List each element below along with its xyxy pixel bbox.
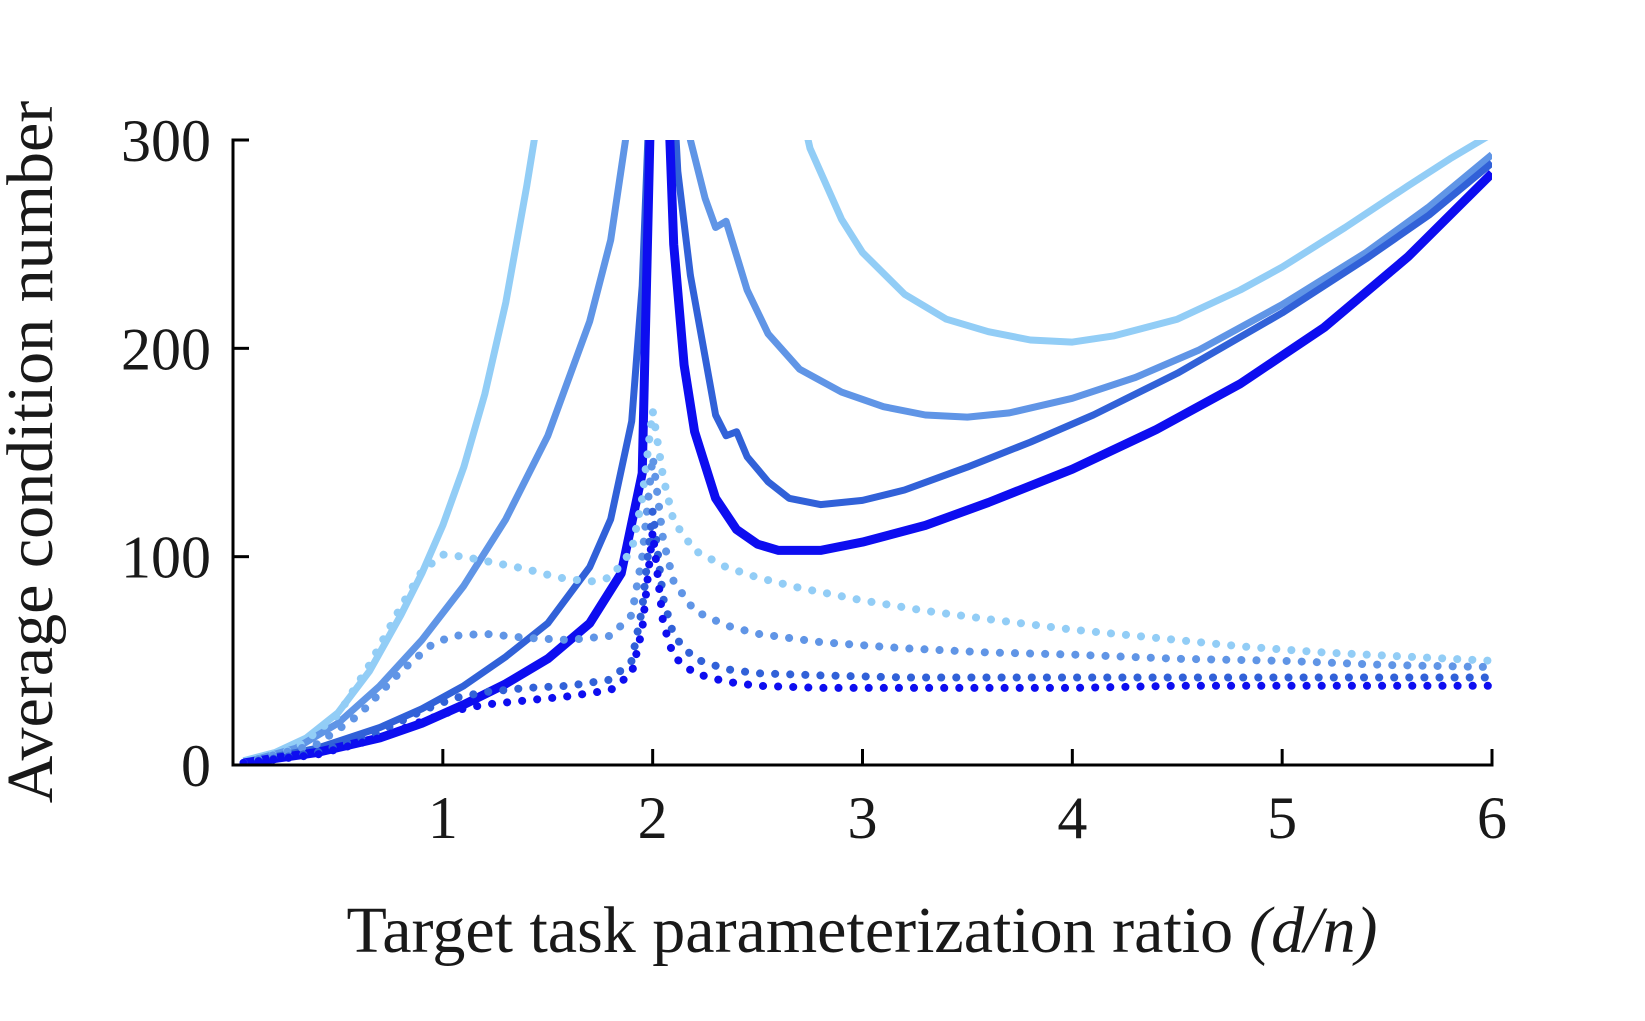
x-tick-label: 5 [1267, 785, 1297, 851]
y-tick-label: 200 [121, 316, 211, 382]
y-tick-label: 100 [121, 525, 211, 591]
x-tick-label: 2 [638, 785, 668, 851]
x-axis-label-text: Target task parameterization ratio [347, 894, 1234, 967]
x-tick-label: 3 [848, 785, 878, 851]
x-axis-label-math: (d/n) [1249, 894, 1377, 967]
series-line-solid-medium-blue [242, 140, 1492, 765]
x-axis-label: Target task parameterization ratio (d/n) [347, 894, 1378, 967]
y-axis-label: Average condition number [0, 101, 67, 804]
x-tick-label: 4 [1057, 785, 1087, 851]
axis-lines [231, 138, 1494, 767]
series-line-solid-light-blue [242, 140, 1489, 765]
series-layer [239, 140, 1492, 765]
y-tick-label: 0 [181, 733, 211, 799]
series-line-dotted-medium-blue [239, 452, 1492, 765]
series-line-dotted-royal-blue [239, 506, 1492, 765]
x-tick-label: 6 [1477, 785, 1507, 851]
y-tick-label: 300 [121, 108, 211, 174]
axis-layer: 1 2 3 4 5 6 0 100 200 300 [121, 108, 1507, 851]
series-line-solid-royal-blue [242, 140, 1492, 765]
series-line-dotted-light-blue [239, 406, 1492, 765]
x-tick-label: 1 [428, 785, 458, 851]
